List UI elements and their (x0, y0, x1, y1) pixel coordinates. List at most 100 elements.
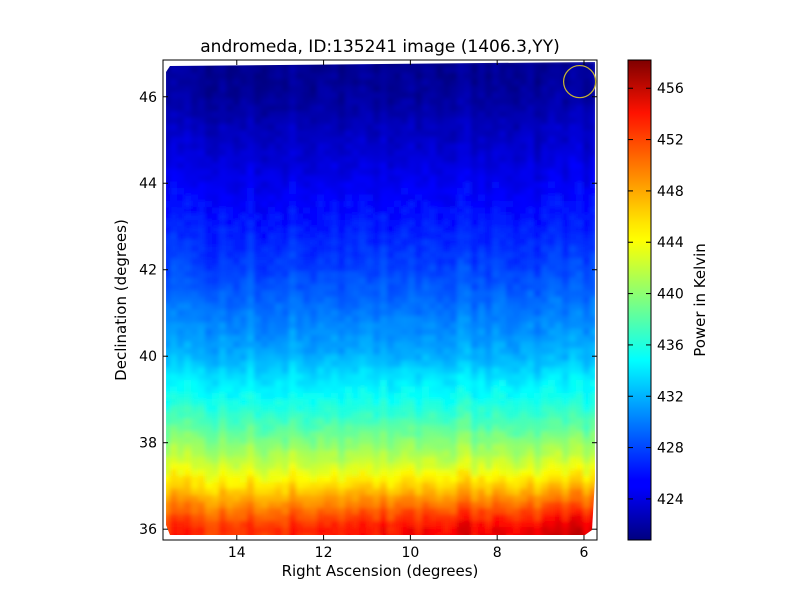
heatmap-cell (576, 66, 584, 74)
heatmap-cell (590, 380, 595, 387)
heatmap-cell (450, 469, 458, 477)
heatmap-cell (170, 463, 178, 471)
heatmap-cell (331, 309, 339, 317)
heatmap-cell (380, 482, 388, 490)
heatmap-cell (478, 104, 486, 112)
heatmap-cell (436, 514, 444, 522)
heatmap-cell (387, 386, 395, 394)
heatmap-cell (247, 418, 255, 426)
heatmap-cell (555, 527, 563, 535)
heatmap-cell (401, 277, 409, 285)
heatmap-cell (471, 380, 479, 387)
heatmap-cell (184, 290, 192, 298)
heatmap-cell (576, 213, 584, 221)
heatmap-cell (499, 168, 507, 176)
heatmap-cell (583, 431, 591, 439)
heatmap-cell (457, 418, 465, 426)
heatmap-cell (212, 194, 220, 202)
heatmap-cell (275, 501, 283, 509)
heatmap-cell (576, 264, 584, 272)
heatmap-cell (562, 220, 570, 227)
heatmap-cell (226, 463, 234, 471)
heatmap-cell (478, 207, 486, 215)
heatmap-cell (478, 290, 486, 298)
heatmap-cell (282, 220, 290, 227)
heatmap-cell (464, 284, 472, 291)
heatmap-cell (513, 252, 521, 259)
heatmap-cell (226, 450, 234, 458)
heatmap-cell (184, 130, 192, 138)
heatmap-cell (513, 348, 521, 355)
heatmap-cell (541, 72, 549, 80)
heatmap-cell (366, 124, 374, 131)
heatmap-cell (310, 392, 318, 400)
heatmap-cell (366, 162, 374, 170)
heatmap-cell (247, 181, 255, 189)
heatmap-cell (492, 124, 500, 131)
heatmap-cell (219, 66, 227, 74)
heatmap-cell (352, 264, 360, 272)
heatmap-cell (401, 373, 409, 381)
heatmap-cell (499, 124, 507, 131)
heatmap-cell (205, 456, 213, 464)
heatmap-cell (296, 220, 304, 227)
heatmap-cell (366, 277, 374, 285)
heatmap-cell (219, 271, 227, 279)
heatmap-cell (247, 335, 255, 343)
heatmap-cell (345, 399, 353, 407)
heatmap-cell (583, 85, 591, 93)
heatmap-cell (457, 335, 465, 343)
heatmap-cell (513, 168, 521, 176)
heatmap-cell (352, 296, 360, 304)
heatmap-cell (380, 271, 388, 279)
heatmap-cell (296, 424, 304, 432)
heatmap-cell (366, 143, 374, 151)
heatmap-cell (590, 175, 595, 183)
heatmap-cell (555, 501, 563, 509)
heatmap-cell (254, 200, 262, 208)
heatmap-cell (422, 482, 430, 490)
heatmap-cell (191, 156, 199, 163)
heatmap-cell (205, 469, 213, 477)
heatmap-cell (177, 136, 185, 144)
heatmap-cell (478, 373, 486, 381)
heatmap-cell (268, 520, 276, 528)
heatmap-cell (478, 514, 486, 522)
heatmap-cell (205, 418, 213, 426)
heatmap-cell (380, 303, 388, 311)
heatmap-cell (499, 450, 507, 458)
heatmap-cell (233, 322, 241, 330)
heatmap-cell (408, 373, 416, 381)
heatmap-cell (415, 200, 423, 208)
heatmap-cell (541, 399, 549, 407)
heatmap-cell (513, 66, 521, 74)
heatmap-cell (387, 200, 395, 208)
heatmap-cell (296, 200, 304, 208)
heatmap-cell (226, 66, 234, 74)
heatmap-cell (422, 399, 430, 407)
heatmap-cell (247, 386, 255, 394)
heatmap-cell (219, 469, 227, 477)
heatmap-cell (170, 226, 178, 234)
heatmap-cell (310, 367, 318, 375)
heatmap-cell (373, 104, 381, 112)
heatmap-cell (471, 456, 479, 464)
heatmap-cell (471, 111, 479, 119)
heatmap-cell (471, 296, 479, 304)
heatmap-cell (401, 380, 409, 387)
heatmap-cell (331, 360, 339, 368)
heatmap-cell (233, 258, 241, 266)
heatmap-cell (499, 181, 507, 189)
heatmap-cell (569, 162, 577, 170)
heatmap-cell (492, 520, 500, 528)
heatmap-cell (415, 328, 423, 336)
heatmap-cell (317, 98, 325, 106)
heatmap-cell (177, 322, 185, 330)
heatmap-cell (457, 450, 465, 458)
heatmap-cell (541, 239, 549, 247)
heatmap-cell (296, 92, 304, 99)
heatmap-cell (527, 399, 535, 407)
heatmap-cell (240, 207, 248, 215)
heatmap-cell (583, 207, 591, 215)
heatmap-cell (576, 130, 584, 138)
